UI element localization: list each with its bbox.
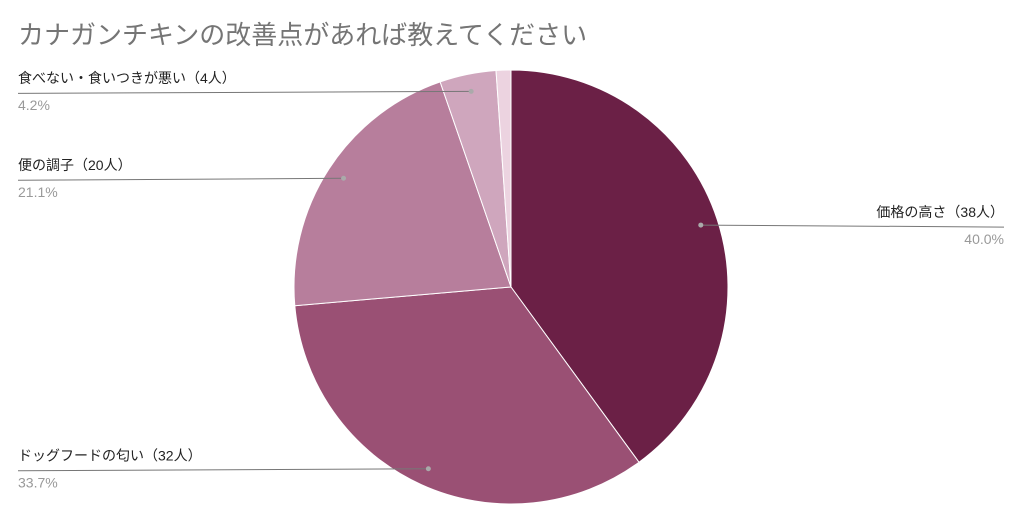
leader-line <box>17 468 429 472</box>
leader-line <box>700 224 1005 228</box>
slice-label: 価格の高さ（38人） <box>876 204 1004 220</box>
leader-line <box>17 177 344 181</box>
slice-label: 便の調子（20人） <box>18 157 132 173</box>
pie-slice <box>495 69 512 288</box>
leader-dot <box>341 175 347 181</box>
leader-dot <box>425 466 431 472</box>
slice-value-label: 4.2% <box>18 97 50 113</box>
leader-dot <box>698 222 704 228</box>
slice-value-label: 33.7% <box>18 474 58 490</box>
leader-line <box>17 90 472 94</box>
pie-slice <box>294 286 640 505</box>
leader-dot <box>468 88 474 94</box>
pie-slice <box>293 81 512 307</box>
pie-slice <box>510 69 729 463</box>
chart-title: カナガンチキンの改善点があれば教えてください <box>18 20 587 50</box>
slice-label: 食べない・食いつきが悪い（4人） <box>18 70 236 86</box>
slice-label: ドッグフードの匂い（32人） <box>18 447 202 463</box>
slice-value-label: 21.1% <box>18 184 58 200</box>
slice-value-label: 40.0% <box>964 231 1004 247</box>
